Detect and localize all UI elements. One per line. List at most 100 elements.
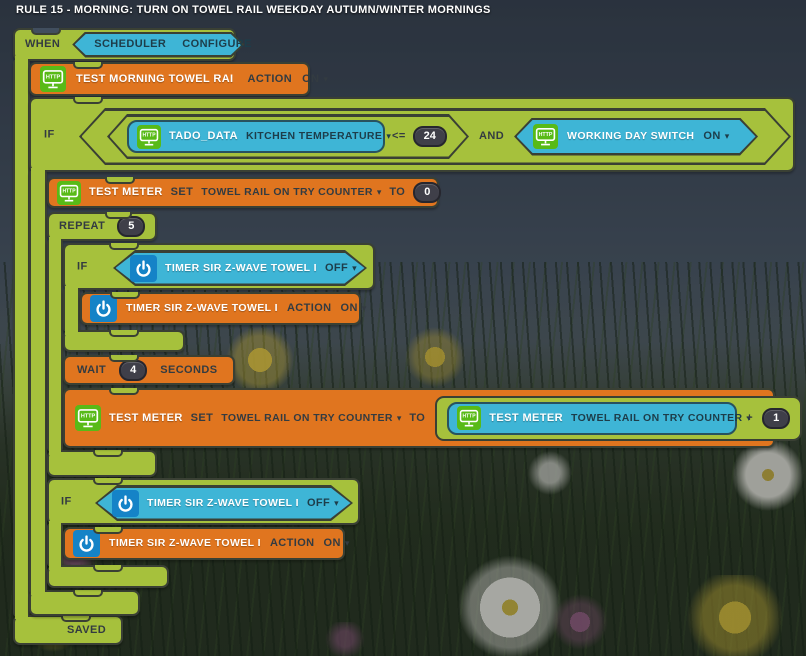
http-device-icon: HTTP <box>75 405 101 431</box>
when-block-header[interactable]: WHEN SCHEDULER CONFIGURE <box>13 28 251 61</box>
block-notch <box>93 478 123 485</box>
timer-off-condition-block[interactable]: TIMER SIR Z-WAVE TOWEL I OFF ▾ <box>113 250 367 286</box>
switch-device-label: WORKING DAY SWITCH <box>567 130 695 143</box>
block-notch <box>73 62 103 69</box>
chevron-down-icon: ▾ <box>724 131 730 141</box>
and-operator-label: AND <box>479 130 505 142</box>
http-device-icon: HTTP <box>137 124 161 149</box>
hex-fill <box>75 34 242 55</box>
if-towel-off-2-footer <box>47 565 169 588</box>
if-towel-off-1-footer <box>63 330 185 352</box>
action-timer-on-2-block[interactable]: TIMER SIR Z-WAVE TOWEL I ACTION ON ▾ <box>63 527 349 560</box>
svg-text:HTTP: HTTP <box>142 132 156 138</box>
if-label: IF <box>44 128 55 140</box>
to-keyword: TO <box>409 411 426 424</box>
if-main-block-header[interactable]: IF HTTP TADO_DATA KITCHEN TE <box>29 97 795 172</box>
action-timer-on-1-block[interactable]: TIMER SIR Z-WAVE TOWEL I ACTION ON ▾ <box>80 292 366 325</box>
variable-dropdown[interactable]: TOWEL RAIL ON TRY COUNTER ▾ <box>201 186 382 199</box>
if-towel-off-2-spine <box>47 523 63 567</box>
timer-device-label: TIMER SIR Z-WAVE TOWEL I <box>165 261 317 274</box>
chevron-down-icon: ▾ <box>396 412 402 423</box>
seam <box>49 563 61 570</box>
meter-value-block[interactable]: HTTP TEST METER TOWEL RAIL ON TRY COUNTE… <box>447 401 751 435</box>
to-keyword: TO <box>389 186 406 198</box>
seam <box>49 237 61 244</box>
power-device-icon <box>130 254 157 282</box>
if-label: IF <box>61 495 72 507</box>
scheduler-trigger-block[interactable]: SCHEDULER CONFIGURE <box>72 32 251 58</box>
repeat-label: REPEAT <box>59 220 106 232</box>
seam <box>15 56 28 63</box>
when-label: WHEN <box>25 38 61 50</box>
plus-operator: + <box>746 411 754 424</box>
action-device-label: TIMER SIR Z-WAVE TOWEL I <box>126 302 278 315</box>
wait-block[interactable]: WAIT 4 SECONDS <box>63 355 235 385</box>
timer-device-label: TIMER SIR Z-WAVE TOWEL I <box>147 496 299 509</box>
block-notch <box>109 243 139 250</box>
seam <box>49 521 61 528</box>
increment-value-badge[interactable]: 1 <box>762 407 791 429</box>
block-notch <box>105 177 135 184</box>
comparison-value-badge[interactable]: 24 <box>412 126 447 147</box>
set-keyword: SET <box>170 186 194 198</box>
wait-value-badge[interactable]: 4 <box>119 359 148 381</box>
repeat-block-spine <box>47 239 63 452</box>
working-day-switch-block[interactable]: HTTP WORKING DAY SWITCH ON ▾ <box>514 118 758 156</box>
action-value-dropdown[interactable]: ON ▾ <box>340 302 367 314</box>
block-notch <box>110 292 140 299</box>
variable-dropdown[interactable]: TOWEL RAIL ON TRY COUNTER ▾ <box>221 411 402 424</box>
wait-label: WAIT <box>77 363 107 376</box>
if-towel-off-2-header[interactable]: IF TIMER SIR Z-WAVE TOWEL I OFF ▾ <box>47 478 360 525</box>
set-counter-increment-block[interactable]: HTTP TEST METER SET TOWEL RAIL ON TRY CO… <box>63 388 803 448</box>
when-block-spine <box>13 59 30 617</box>
timer-off-condition-block[interactable]: TIMER SIR Z-WAVE TOWEL I OFF ▾ <box>95 485 353 521</box>
sensor-attribute-dropdown[interactable]: KITCHEN TEMPERATURE ▾ <box>245 130 391 143</box>
if-main-block-footer <box>29 590 140 616</box>
action-morning-towel-block[interactable]: HTTP TEST MORNING TOWEL RAI ACTION ON ▾ <box>29 62 328 96</box>
action-keyword: ACTION <box>247 72 293 85</box>
if-label: IF <box>77 260 88 272</box>
repeat-count-badge[interactable]: 5 <box>117 216 146 237</box>
background-flower <box>660 575 806 656</box>
timer-state-dropdown[interactable]: OFF ▾ <box>306 496 339 509</box>
seam <box>31 588 45 595</box>
comparison-condition-block[interactable]: HTTP TADO_DATA KITCHEN TEMPERATURE ▾ <= … <box>107 114 469 159</box>
trigger-event-label: CONFIGURE <box>182 38 252 50</box>
background-flower <box>520 448 580 498</box>
http-device-icon: HTTP <box>533 124 559 149</box>
action-keyword: ACTION <box>286 302 332 314</box>
increment-expression-block[interactable]: HTTP TEST METER TOWEL RAIL ON TRY COUNTE… <box>435 395 803 441</box>
if-towel-off-1-header[interactable]: IF TIMER SIR Z-WAVE TOWEL I OFF ▾ <box>63 243 375 290</box>
chevron-down-icon: ▾ <box>344 538 350 548</box>
block-notch <box>93 565 123 572</box>
trigger-device-label: SCHEDULER <box>94 38 167 50</box>
action-value-dropdown[interactable]: ON ▾ <box>323 537 350 549</box>
when-block-footer: SAVED <box>13 615 123 645</box>
variable-dropdown[interactable]: TOWEL RAIL ON TRY COUNTER ▾ <box>570 411 752 424</box>
block-notch <box>61 615 91 622</box>
power-device-icon <box>112 489 139 517</box>
repeat-block-header[interactable]: REPEAT 5 <box>47 212 157 241</box>
and-condition-block[interactable]: HTTP TADO_DATA KITCHEN TEMPERATURE ▾ <= … <box>79 108 791 165</box>
http-device-icon: HTTP <box>57 180 81 205</box>
switch-value-dropdown[interactable]: ON ▾ <box>703 130 730 142</box>
chevron-down-icon: ▾ <box>361 303 367 313</box>
block-notch <box>109 355 139 362</box>
action-device-label: TEST MORNING TOWEL RAI <box>76 72 234 85</box>
seam <box>65 328 78 335</box>
meter-device-label: TEST METER <box>109 411 183 424</box>
set-value-badge[interactable]: 0 <box>413 182 442 203</box>
set-counter-zero-block[interactable]: HTTP TEST METER SET TOWEL RAIL ON TRY CO… <box>47 177 442 208</box>
timer-state-dropdown[interactable]: OFF ▾ <box>324 261 357 274</box>
if-towel-off-1-spine <box>63 288 80 332</box>
svg-text:HTTP: HTTP <box>62 188 76 194</box>
seam <box>15 612 28 619</box>
chevron-down-icon: ▾ <box>334 497 339 508</box>
meter-device-label: TEST METER <box>489 411 563 424</box>
meter-device-label: TEST METER <box>89 186 163 198</box>
action-device-label: TIMER SIR Z-WAVE TOWEL I <box>109 537 261 550</box>
http-device-icon: HTTP <box>40 66 66 92</box>
tado-sensor-block[interactable]: HTTP TADO_DATA KITCHEN TEMPERATURE ▾ <box>127 120 391 153</box>
action-value-dropdown[interactable]: ON ▾ <box>302 72 328 85</box>
